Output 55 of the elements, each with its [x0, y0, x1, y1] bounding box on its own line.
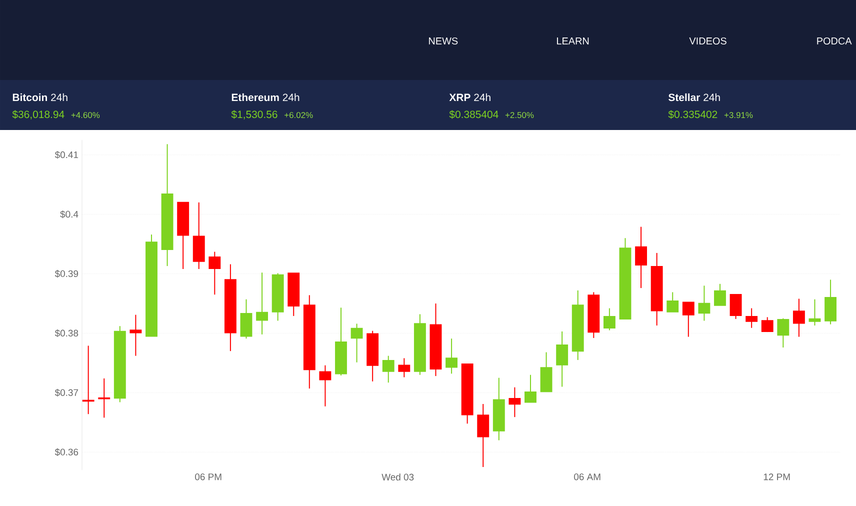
y-tick-label: $0.37 — [54, 388, 78, 397]
candlestick — [761, 316, 774, 333]
y-tick-label: $0.41 — [54, 151, 78, 159]
candlestick — [730, 294, 742, 320]
candlestick — [540, 352, 552, 392]
text: +2.50% — [505, 112, 534, 118]
x-tick-label: Wed 03 — [382, 474, 414, 480]
candlestick — [824, 279, 837, 325]
candlestick — [746, 308, 758, 328]
candlestick — [508, 386, 521, 418]
x-tick-label: 06 PM — [195, 474, 222, 480]
x-tick-label: 06 AM — [574, 474, 600, 480]
x-tick-label: 12 PM — [764, 474, 790, 480]
text: $0.385404 — [449, 110, 498, 119]
candlestick — [350, 323, 363, 363]
text: Bitcoin 24h — [12, 93, 68, 102]
candlestick — [714, 283, 726, 306]
text: $0.335402 — [668, 110, 718, 119]
candlestick — [635, 226, 648, 289]
candlestick — [524, 374, 536, 403]
candlestick — [777, 318, 790, 348]
candlestick — [208, 251, 221, 296]
candlestick — [82, 345, 94, 415]
text: VIDEOS — [689, 37, 726, 45]
candlestick — [682, 302, 694, 338]
candlestick — [319, 364, 332, 407]
y-tick-label: $0.38 — [54, 329, 78, 338]
candlestick — [98, 378, 110, 418]
text: LEARN — [557, 38, 589, 44]
text: +3.91% — [724, 112, 753, 118]
text: +6.02% — [284, 112, 313, 118]
text: Ethereum 24h — [232, 93, 300, 102]
candlestick — [240, 298, 252, 340]
candlestick — [130, 314, 142, 356]
text: NEWS — [429, 37, 458, 45]
candlestick — [382, 355, 394, 384]
candlestick — [792, 298, 805, 338]
text: PODCA — [817, 37, 852, 45]
candlestick — [556, 330, 568, 388]
text: +4.60% — [71, 112, 100, 118]
text: $1,530.56 — [231, 110, 278, 120]
y-tick-label: $0.39 — [54, 270, 78, 278]
candlestick — [477, 403, 490, 468]
y-tick-label: $0.36 — [54, 448, 78, 456]
candlestick — [446, 338, 458, 374]
candlestick — [698, 285, 710, 322]
y-tick-label: $0.4 — [60, 210, 78, 218]
text: Stellar 24h — [668, 93, 720, 102]
text: $36,018.94 — [12, 110, 64, 120]
candlestick — [256, 272, 268, 335]
candlestick — [666, 292, 679, 312]
candlestick — [808, 298, 821, 326]
candlestick — [398, 358, 410, 378]
text: XRP 24h — [449, 93, 490, 101]
candlestick — [603, 308, 616, 331]
